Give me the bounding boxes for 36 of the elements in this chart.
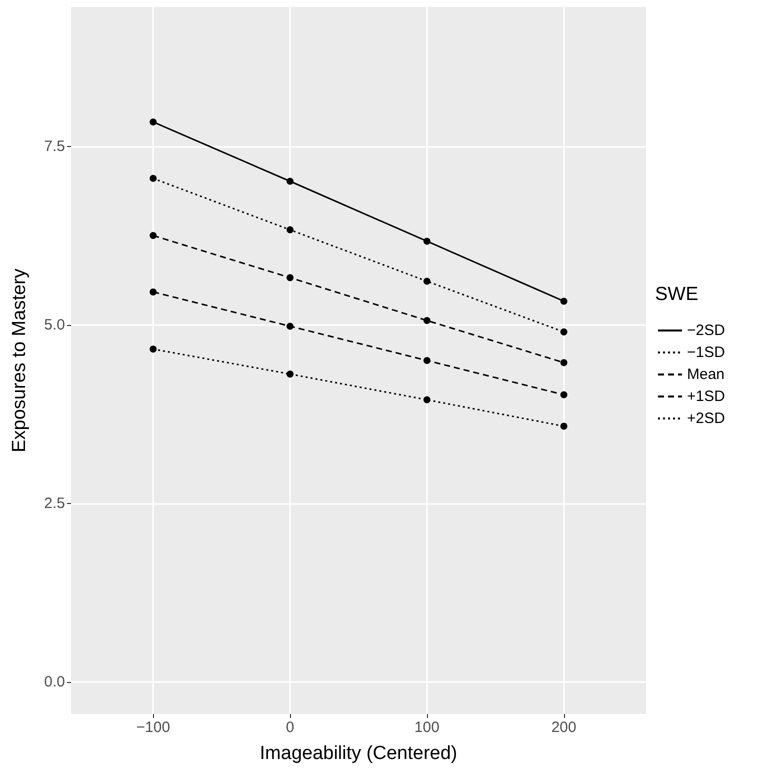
legend-label: −2SD — [687, 322, 726, 339]
x-tick-label: 0 — [286, 719, 294, 736]
x-tick-label: 200 — [551, 719, 576, 736]
point — [150, 288, 157, 296]
point — [286, 178, 294, 185]
point — [286, 226, 294, 234]
x-tick-label: 100 — [414, 719, 440, 736]
point — [560, 328, 568, 336]
point — [150, 118, 157, 126]
point — [150, 232, 157, 240]
legend-label: +2SD — [687, 410, 726, 427]
point — [423, 317, 430, 324]
y-tick-label: 0.0 — [44, 673, 65, 690]
point — [560, 359, 568, 366]
y-tick-label: 7.5 — [44, 138, 65, 155]
point — [560, 391, 568, 398]
y-tick-label: 5.0 — [44, 316, 65, 334]
y-tick-label: 2.5 — [44, 494, 65, 512]
point — [423, 238, 430, 245]
point — [150, 174, 157, 182]
point — [286, 274, 294, 282]
point — [560, 422, 568, 430]
point — [560, 298, 568, 305]
point — [286, 322, 294, 330]
legend-label: −1SD — [687, 344, 726, 361]
legend-title: SWE — [655, 284, 698, 305]
point — [286, 370, 294, 378]
y-axis-title: Exposures to Mastery — [9, 268, 30, 452]
x-axis-title: Imageability (Centered) — [260, 743, 458, 764]
x-tick-label: −100 — [136, 719, 170, 736]
legend-label: Mean — [687, 366, 725, 383]
point — [150, 346, 157, 353]
point — [423, 396, 430, 404]
point — [423, 278, 430, 285]
point — [423, 357, 430, 364]
legend-label: +1SD — [687, 388, 726, 405]
